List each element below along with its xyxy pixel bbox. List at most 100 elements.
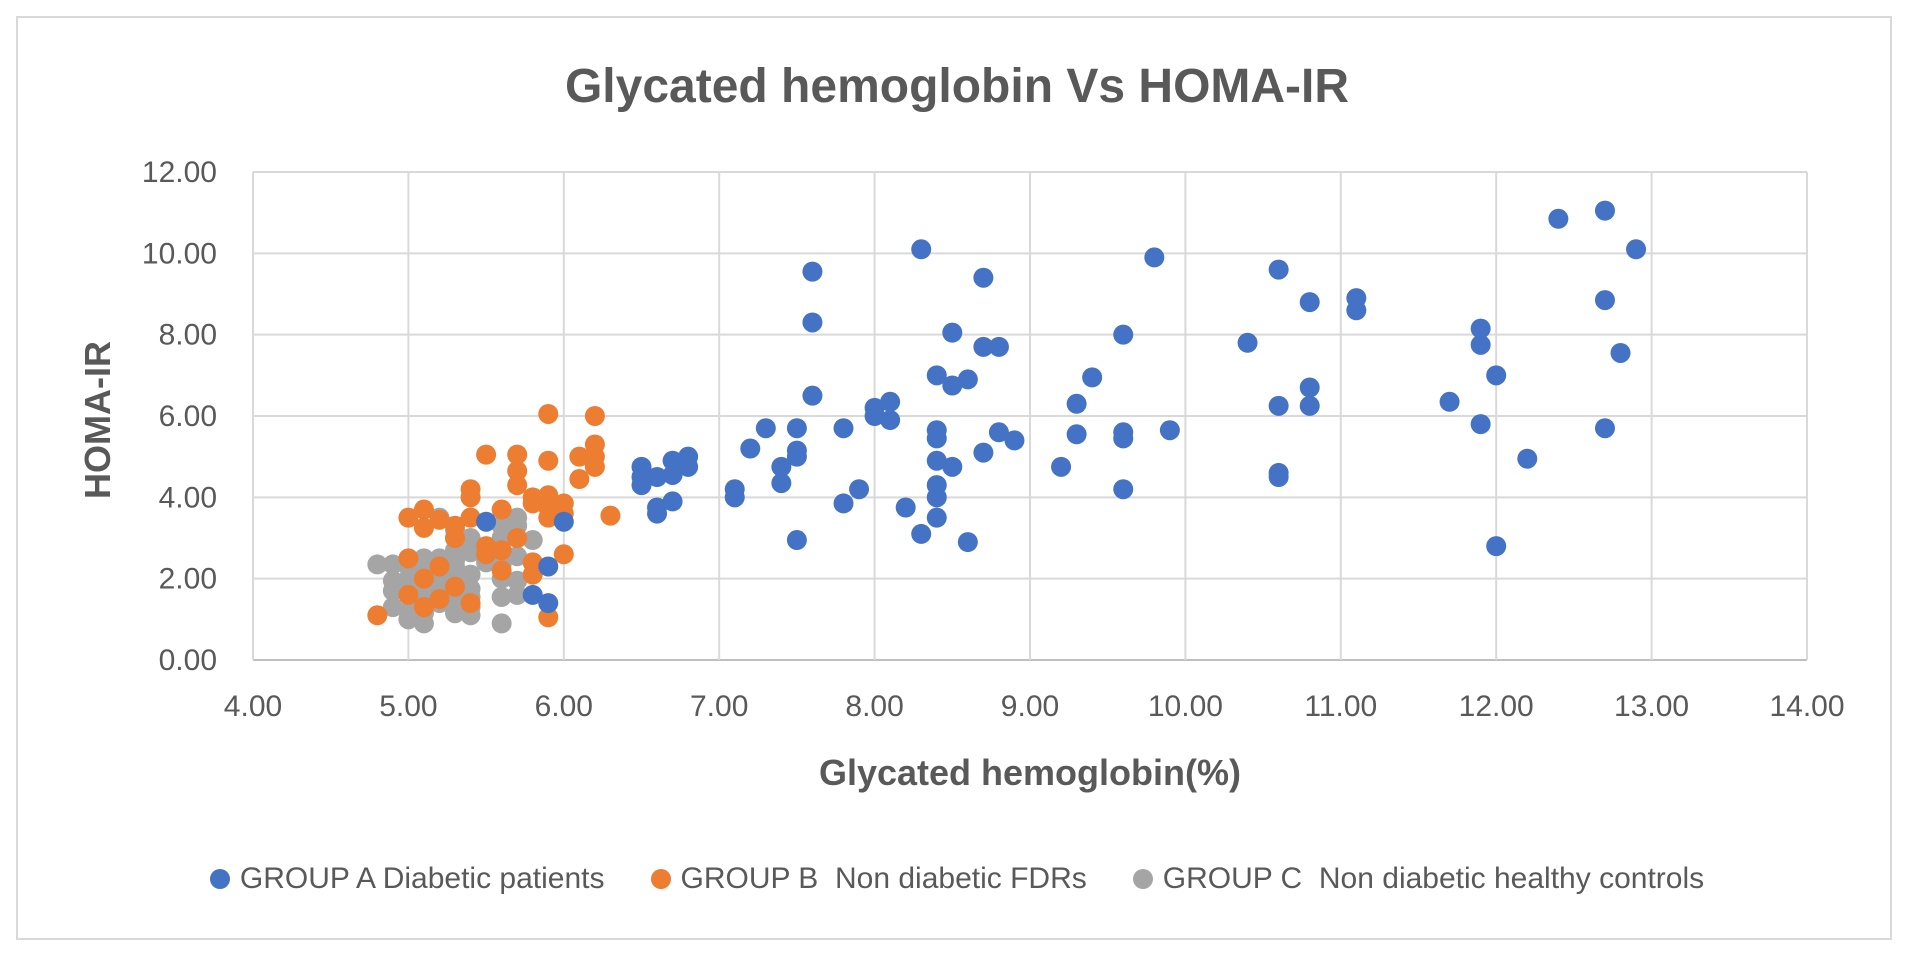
legend-marker-icon bbox=[209, 869, 230, 889]
data-point bbox=[1004, 430, 1025, 451]
series-a-points bbox=[476, 200, 1647, 614]
data-point bbox=[491, 540, 512, 561]
data-point bbox=[1066, 424, 1087, 445]
data-point bbox=[538, 593, 559, 614]
data-point bbox=[476, 511, 497, 532]
legend-label: GROUP C Non diabetic healthy controls bbox=[1162, 862, 1705, 895]
data-point bbox=[1594, 290, 1615, 311]
data-point bbox=[631, 475, 652, 496]
data-point bbox=[1470, 318, 1491, 339]
data-point bbox=[1486, 365, 1507, 386]
data-point bbox=[507, 584, 528, 605]
data-point bbox=[1268, 259, 1289, 280]
data-point bbox=[1299, 292, 1320, 313]
data-point bbox=[584, 406, 605, 426]
y-tick-label: 4.00 bbox=[159, 481, 217, 514]
data-point bbox=[926, 507, 947, 528]
data-point bbox=[786, 530, 807, 551]
data-point bbox=[880, 410, 901, 431]
legend-item: GROUP C Non diabetic healthy controls bbox=[1132, 862, 1705, 896]
data-point bbox=[491, 586, 512, 607]
data-point bbox=[460, 542, 481, 563]
data-point bbox=[398, 507, 419, 528]
data-point bbox=[1548, 208, 1569, 229]
data-point bbox=[864, 406, 885, 426]
data-point bbox=[522, 530, 543, 551]
y-tick-label: 12.00 bbox=[142, 156, 217, 189]
data-point bbox=[926, 428, 947, 449]
data-point bbox=[678, 456, 699, 477]
data-point bbox=[507, 570, 528, 591]
data-point bbox=[786, 446, 807, 467]
data-point bbox=[476, 544, 497, 565]
legend-item: GROUP B Non diabetic FDRs bbox=[650, 862, 1087, 896]
x-tick-labels: 4.00 5.00 6.00 7.00 8.00 9.00 10.00 11.00 12.00 1… bbox=[224, 690, 1845, 723]
data-point bbox=[460, 593, 481, 614]
data-point bbox=[755, 418, 776, 439]
data-point bbox=[880, 391, 901, 412]
data-point bbox=[538, 607, 559, 628]
data-point bbox=[1610, 342, 1631, 363]
data-point bbox=[429, 556, 450, 577]
data-point bbox=[553, 544, 574, 565]
data-point bbox=[1113, 479, 1134, 500]
data-point bbox=[662, 464, 683, 485]
data-point bbox=[1113, 428, 1134, 449]
data-point bbox=[1268, 395, 1289, 416]
data-point bbox=[957, 532, 978, 553]
y-tick-label: 6.00 bbox=[159, 400, 217, 433]
data-point bbox=[600, 505, 621, 526]
data-point bbox=[724, 487, 745, 508]
data-point bbox=[942, 375, 963, 396]
data-point bbox=[413, 613, 434, 634]
x-tick-label: 10.00 bbox=[1148, 690, 1223, 723]
data-point bbox=[1486, 536, 1507, 557]
data-point bbox=[973, 442, 994, 463]
data-point bbox=[833, 493, 854, 514]
data-point bbox=[1626, 239, 1647, 260]
legend: GROUP A Diabetic patients GROUP B Non dia… bbox=[0, 862, 1914, 896]
data-point bbox=[926, 450, 947, 471]
data-point bbox=[382, 597, 403, 618]
data-point bbox=[926, 487, 947, 508]
data-point bbox=[1346, 300, 1367, 321]
data-point bbox=[1144, 247, 1165, 268]
data-point bbox=[538, 450, 559, 471]
data-point bbox=[507, 528, 528, 548]
data-point bbox=[926, 365, 947, 386]
data-point bbox=[569, 446, 590, 467]
data-point bbox=[507, 444, 528, 465]
data-point bbox=[1159, 420, 1180, 441]
x-tick-label: 6.00 bbox=[535, 690, 593, 723]
data-point bbox=[786, 418, 807, 439]
x-tick-label: 13.00 bbox=[1614, 690, 1689, 723]
data-point bbox=[538, 556, 559, 577]
data-point bbox=[382, 580, 403, 601]
data-point bbox=[1066, 393, 1087, 414]
data-point bbox=[802, 385, 823, 406]
y-tick-label: 2.00 bbox=[159, 563, 217, 596]
data-point bbox=[398, 584, 419, 605]
y-tick-label: 0.00 bbox=[159, 644, 217, 677]
legend-marker-icon bbox=[650, 869, 671, 889]
x-tick-label: 5.00 bbox=[379, 690, 437, 723]
data-point bbox=[1439, 391, 1460, 412]
data-point bbox=[445, 576, 466, 597]
data-point bbox=[1299, 395, 1320, 416]
data-point bbox=[662, 491, 683, 512]
data-point bbox=[849, 479, 870, 500]
data-point bbox=[771, 456, 792, 477]
data-point bbox=[398, 548, 419, 569]
data-point bbox=[1113, 324, 1134, 345]
data-point bbox=[367, 605, 388, 626]
grid-lines bbox=[252, 171, 1808, 661]
data-point bbox=[802, 261, 823, 282]
data-point bbox=[476, 444, 497, 465]
data-point bbox=[445, 603, 466, 624]
data-point bbox=[988, 422, 1009, 443]
data-point bbox=[382, 554, 403, 575]
data-point bbox=[973, 267, 994, 288]
data-point bbox=[460, 528, 481, 548]
data-point bbox=[895, 497, 916, 518]
